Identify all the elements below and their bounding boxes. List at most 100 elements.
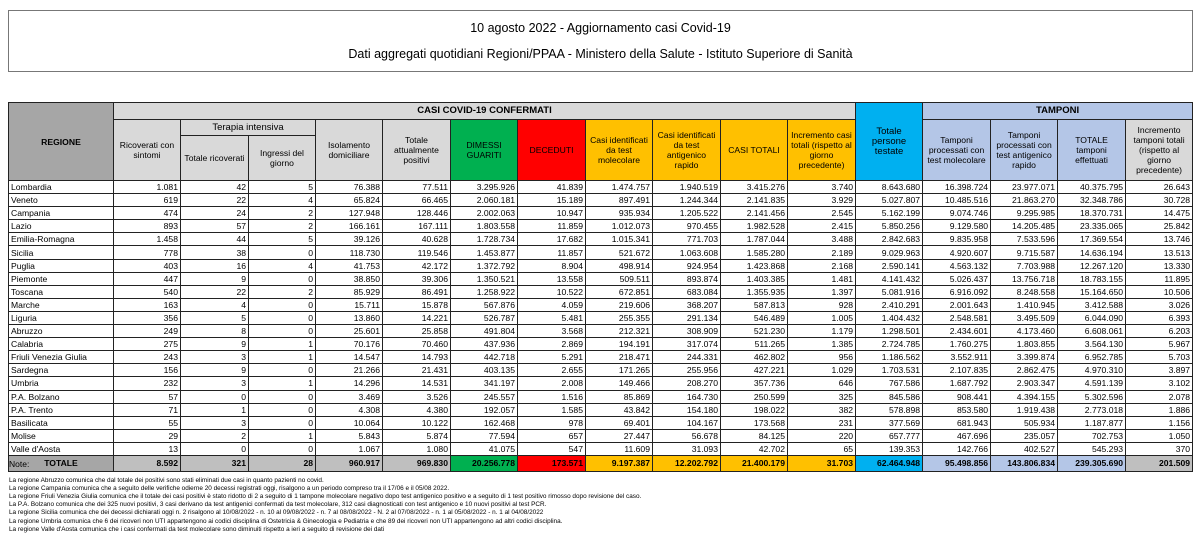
value-cell: 382 [786,402,857,417]
value-cell: 9.074.746 [922,206,992,221]
value-cell: 2.903.347 [990,376,1059,391]
value-cell: 41.839 [517,179,586,195]
value-cell: 1.585 [517,402,586,417]
note-item: La regione Abruzzo comunica che dal tota… [9,477,324,485]
value-cell: 208.270 [652,376,721,391]
value-cell: 13.756.718 [990,271,1059,286]
value-cell: 1 [248,337,316,352]
value-cell: 5.302.596 [1057,389,1127,404]
table-row: Toscana 540 22 2 85.929 86.491 1.258.922 10.522… [8,284,1194,299]
value-cell: 2.141.835 [720,193,788,208]
value-cell: 25.842 [1125,219,1194,234]
value-cell: 220 [786,428,857,443]
value-cell: 2.415 [786,219,857,234]
value-cell: 1 [180,402,249,417]
value-cell: 2.008 [517,376,586,391]
value-cell: 173.571 [517,454,586,472]
region-name-cell: Toscana [8,284,114,299]
value-cell: 85.929 [315,284,383,299]
value-cell: 546.489 [720,310,788,326]
title-box: 10 agosto 2022 - Aggiornamento casi Covi… [8,10,1193,72]
value-cell: 39.306 [382,271,451,286]
value-cell: 427.221 [720,363,788,378]
value-cell: 672.851 [585,284,653,299]
value-cell: 778 [113,245,181,260]
value-cell: 5.703 [1125,350,1194,365]
value-cell: 14.547 [315,350,383,365]
value-cell: 31.093 [652,441,721,456]
value-cell: 1.458 [113,232,181,247]
value-cell: 1 [248,428,316,443]
value-cell: 84.125 [720,428,788,443]
value-cell: 219.606 [585,297,653,312]
value-cell: 71 [113,402,181,417]
value-cell: 4.380 [382,402,451,417]
table-row: Valle d'Aosta 13 0 0 1.067 1.080 41.075 547 11.6… [8,441,1194,456]
page-title: 10 agosto 2022 - Aggiornamento casi Covi… [470,21,731,35]
value-cell: 25.601 [315,324,383,339]
value-cell: 1.029 [786,363,857,378]
value-cell: 0 [248,415,316,430]
value-cell: 192.057 [450,402,518,417]
value-cell: 1.372.792 [450,258,518,273]
value-cell: 42.702 [720,441,788,456]
value-cell: 578.898 [855,402,924,417]
value-cell: 771.703 [652,232,721,247]
value-cell: 969.830 [382,454,451,472]
value-cell: 3.897 [1125,363,1194,378]
value-cell: 27.447 [585,428,653,443]
value-cell: 245.557 [450,389,518,404]
value-cell: 1.481 [786,271,857,286]
value-cell: 62.464.948 [855,454,924,472]
value-cell: 70.460 [382,337,451,352]
value-cell: 1.404.432 [855,310,924,326]
value-cell: 29 [113,428,181,443]
value-cell: 657 [517,428,586,443]
value-cell: 2.842.683 [855,232,924,247]
value-cell: 0 [248,363,316,378]
value-cell: 6.203 [1125,324,1194,339]
value-cell: 69.401 [585,415,653,430]
value-cell: 162.468 [450,415,518,430]
value-cell: 218.471 [585,350,653,365]
value-cell: 38 [180,245,249,260]
value-cell: 1.350.521 [450,271,518,286]
value-cell: 77.594 [450,428,518,443]
value-cell: 567.876 [450,297,518,312]
note-item: La regione Friuli Venezia Giulia comunic… [9,493,642,501]
value-cell: 6.393 [1125,310,1194,326]
value-cell: 5.027.807 [855,193,924,208]
value-cell: 57 [180,219,249,234]
table-row: Campania 474 24 2 127.948 128.446 2.002.063 10.… [8,206,1194,221]
value-cell: 1.187.877 [1057,415,1127,430]
region-name-cell: Sardegna [8,363,114,378]
value-cell: 0 [248,441,316,456]
value-cell: 18.783.155 [1057,271,1127,286]
value-cell: 8.592 [113,454,181,472]
value-cell: 15.189 [517,193,586,208]
value-cell: 462.802 [720,350,788,365]
value-cell: 5.481 [517,310,586,326]
value-cell: 4 [248,258,316,273]
value-cell: 9.197.387 [585,454,653,472]
value-cell: 243 [113,350,181,365]
value-cell: 41.753 [315,258,383,273]
value-cell: 13.860 [315,310,383,326]
value-cell: 235.057 [990,428,1059,443]
table-row: Liguria 356 5 0 13.860 14.221 526.787 5.481 255.… [8,310,1194,326]
region-name-cell: Marche [8,297,114,312]
value-cell: 7.533.596 [990,232,1059,247]
value-cell: 10.064 [315,415,383,430]
value-cell: 325 [786,389,857,404]
value-cell: 3.568 [517,324,586,339]
value-cell: 547 [517,441,586,456]
value-cell: 21.266 [315,363,383,378]
value-cell: 13.513 [1125,245,1194,260]
header-casi-antigenico: Casi identificati da test antigenico rap… [652,119,721,181]
value-cell: 85.869 [585,389,653,404]
value-cell: 509.511 [585,271,653,286]
value-cell: 893.874 [652,271,721,286]
value-cell: 56.678 [652,428,721,443]
value-cell: 231 [786,415,857,430]
value-cell: 1.012.073 [585,219,653,234]
